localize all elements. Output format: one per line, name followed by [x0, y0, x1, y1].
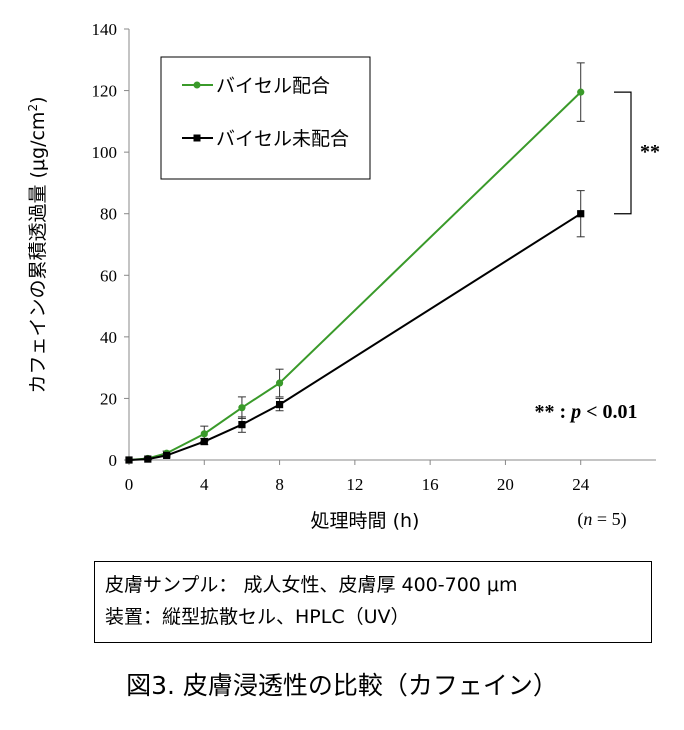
y-tick-label: 100 — [92, 143, 118, 162]
legend-marker-series-2 — [193, 134, 201, 142]
data-point — [200, 437, 208, 446]
data-point — [275, 400, 284, 409]
significance-note-p: p — [569, 401, 581, 423]
series-line — [128, 212, 582, 461]
permeation-chart: カフェインの累積透過量 (μg/cm2) 020406080100120140 … — [26, 20, 660, 532]
data-point — [577, 210, 585, 218]
significance-note: ** : p < 0.01 — [534, 401, 637, 423]
x-axis-title: 処理時間 (h) — [311, 510, 420, 532]
figure-caption: 図3. 皮膚浸透性の比較（カフェイン） — [126, 671, 558, 700]
x-tick-label: 20 — [497, 475, 514, 494]
x-tick-label: 0 — [125, 475, 134, 494]
y-tick-label: 60 — [100, 266, 117, 285]
data-point — [125, 456, 133, 464]
data-point — [163, 451, 171, 459]
series-layer — [125, 62, 585, 464]
n-note-open: ( — [577, 509, 583, 530]
x-tick-label: 16 — [422, 475, 439, 494]
y-axis-title-main: カフェインの累積透過量 (μg/cm — [27, 112, 49, 394]
legend-item-series-1: バイセル配合 — [182, 75, 330, 97]
data-point — [144, 455, 152, 463]
y-tick-label: 80 — [100, 205, 117, 224]
svg-text:カフェインの累積透過量 (μg/cm2): カフェインの累積透過量 (μg/cm2) — [26, 96, 49, 393]
test-conditions-box: 皮膚サンプル： 成人女性、皮膚厚 400-700 μm 装置：縦型拡散セル、HP… — [94, 561, 652, 643]
y-axis-title: カフェインの累積透過量 (μg/cm2) — [26, 96, 49, 393]
n-note: (n = 5) — [577, 509, 626, 530]
y-axis-title-close: ) — [27, 96, 49, 103]
x-tick-label: 8 — [275, 475, 284, 494]
legend-frame — [160, 56, 371, 180]
data-point — [275, 379, 284, 387]
y-tick-label: 40 — [100, 328, 117, 347]
data-point — [200, 430, 208, 438]
significance-note-stars: ** — [534, 401, 554, 423]
significance-bracket: ** — [614, 91, 660, 215]
legend-marker-series-1 — [193, 81, 201, 89]
data-point — [577, 88, 585, 96]
y-tick-label: 20 — [100, 389, 117, 408]
y-tick-label: 120 — [92, 82, 118, 101]
significance-label: ** — [640, 141, 660, 163]
significance-bracket-line — [614, 91, 632, 215]
data-point — [238, 420, 246, 429]
x-tick-label: 24 — [572, 475, 590, 494]
y-axis-title-superscript: 2 — [26, 104, 40, 112]
x-tick-label: 4 — [200, 475, 209, 494]
legend-label-series-1: バイセル配合 — [216, 75, 330, 97]
legend-label-series-2: バイセル未配合 — [216, 128, 349, 150]
x-tick-labels: 0 4 8 12 16 20 24 — [125, 475, 590, 494]
plot-axes — [124, 28, 656, 465]
test-conditions-line-1: 皮膚サンプル： 成人女性、皮膚厚 400-700 μm — [105, 574, 518, 596]
n-note-variable: n — [583, 509, 592, 529]
n-note-rest: = 5) — [592, 509, 626, 530]
legend: バイセル配合 バイセル未配合 — [160, 56, 371, 180]
legend-item-series-2: バイセル未配合 — [182, 128, 349, 150]
series-2 — [125, 190, 585, 464]
significance-note-rest: < 0.01 — [581, 401, 637, 423]
test-conditions-line-2: 装置：縦型拡散セル、HPLC（UV） — [105, 606, 410, 628]
y-tick-label: 0 — [109, 451, 118, 470]
y-tick-label: 140 — [92, 20, 118, 39]
y-tick-labels: 0 20 40 60 80 100 120 140 — [92, 20, 118, 470]
x-tick-label: 12 — [346, 475, 363, 494]
data-point — [238, 404, 246, 412]
significance-note-colon: : — [554, 401, 571, 423]
